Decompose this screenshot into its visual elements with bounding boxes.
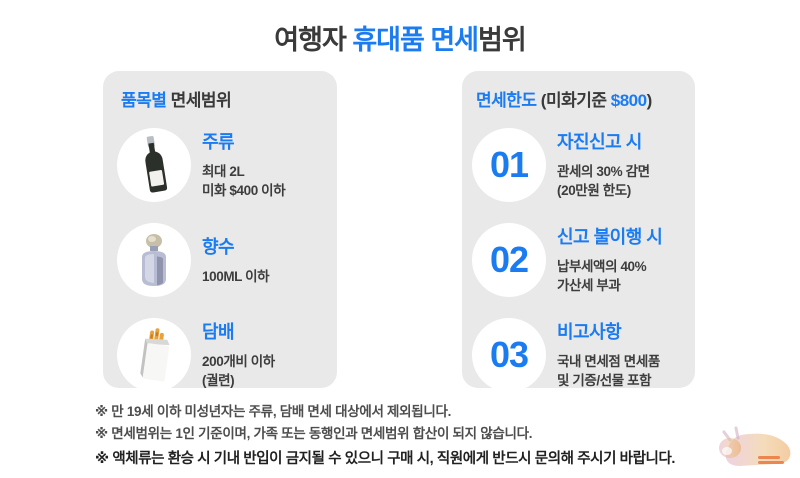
right-panel-heading: 면세한도 (미화기준 $800) (476, 86, 683, 111)
item-desc: 100ML 이하 (202, 268, 270, 287)
number-text: 03 (489, 333, 529, 375)
item-desc: 국내 면세점 면세품 및 기증/선물 포함 (557, 353, 660, 391)
item-text: 신고 불이행 시 납부세액의 40% 가산세 부과 (557, 223, 663, 296)
desc-line: 관세의 30% 감면 (557, 164, 650, 180)
item-text: 비고사항 국내 면세점 면세품 및 기증/선물 포함 (557, 318, 660, 391)
item-desc: 200개비 이하 (궐련) (202, 353, 275, 391)
desc-line: 200개비 이하 (202, 354, 275, 370)
right-heading-close: ) (646, 91, 653, 110)
left-panel-items: 품목별 면세범위 주류 최대 2L 미화 $400 이하 (103, 71, 337, 392)
list-item-remarks: 03 비고사항 국내 면세점 면세품 및 기증/선물 포함 (472, 307, 683, 402)
desc-line: 최대 2L (202, 164, 245, 180)
item-title: 주류 (202, 132, 235, 153)
desc-line: 납부세액의 40% (557, 259, 647, 275)
desc-line: (20만원 한도) (557, 183, 631, 198)
wine-bottle-icon (117, 127, 191, 202)
footnote-per-person: ※ 면세범위는 1인 기준이며, 가족 또는 동행인과 면세범위 합산이 되지 … (95, 425, 533, 441)
item-text: 담배 200개비 이하 (궐련) (202, 318, 275, 391)
item-desc: 최대 2L 미화 $400 이하 (202, 163, 286, 201)
right-heading-value: $800 (610, 91, 647, 110)
title-part1: 여행자 (274, 25, 353, 55)
right-panel-limits: 면세한도 (미화기준 $800) 01 자진신고 시 관세의 30% 감면 (2… (462, 71, 695, 392)
mascot-watermark-icon (706, 418, 794, 476)
item-title: 신고 불이행 시 (557, 227, 663, 248)
cigarette-pack-icon (117, 317, 191, 392)
right-heading-mid: (미화기준 (536, 91, 611, 110)
page-title: 여행자 휴대품 면세범위 (0, 18, 800, 57)
desc-line: (궐련) (202, 373, 235, 388)
item-title: 자진신고 시 (557, 132, 642, 153)
item-title: 담배 (202, 322, 235, 343)
desc-line: 100ML 이하 (202, 268, 270, 284)
title-highlight: 휴대품 면세 (352, 25, 479, 55)
number-text: 01 (489, 143, 529, 185)
desc-line: 및 기증/선물 포함 (557, 373, 652, 388)
footnote-liquids: ※ 액체류는 환승 시 기내 반입이 금지될 수 있으니 구매 시, 직원에게 … (95, 450, 676, 467)
number-badge-01: 01 (472, 127, 546, 202)
desc-line: 가산세 부과 (557, 278, 621, 293)
item-text: 주류 최대 2L 미화 $400 이하 (202, 128, 286, 201)
left-heading-highlight: 품목별 (121, 91, 167, 110)
title-part3: 범위 (478, 25, 527, 55)
right-heading-highlight: 면세한도 (476, 91, 537, 110)
list-item-self-report: 01 자진신고 시 관세의 30% 감면 (20만원 한도) (472, 117, 683, 212)
number-text: 02 (489, 238, 529, 280)
number-badge-03: 03 (472, 317, 546, 392)
item-desc: 납부세액의 40% 가산세 부과 (557, 258, 662, 296)
left-heading-rest: 면세범위 (166, 91, 232, 110)
item-title: 비고사항 (557, 322, 622, 343)
item-text: 자진신고 시 관세의 30% 감면 (20만원 한도) (557, 128, 650, 201)
left-panel-heading: 품목별 면세범위 (121, 86, 325, 111)
list-item-non-report: 02 신고 불이행 시 납부세액의 40% 가산세 부과 (472, 212, 683, 307)
list-item-perfume: 향수 100ML 이하 (117, 212, 325, 307)
list-item-alcohol: 주류 최대 2L 미화 $400 이하 (117, 117, 325, 212)
item-desc: 관세의 30% 감면 (20만원 한도) (557, 163, 650, 201)
item-text: 향수 100ML 이하 (202, 233, 270, 287)
desc-line: 미화 $400 이하 (202, 183, 286, 198)
footnotes: ※ 만 19세 이하 미성년자는 주류, 담배 면세 대상에서 제외됩니다. ※… (95, 401, 675, 471)
footnote-minors: ※ 만 19세 이하 미성년자는 주류, 담배 면세 대상에서 제외됩니다. (95, 404, 452, 419)
number-badge-02: 02 (472, 222, 546, 297)
item-title: 향수 (202, 236, 235, 257)
perfume-bottle-icon (117, 222, 191, 297)
list-item-tobacco: 담배 200개비 이하 (궐련) (117, 307, 325, 402)
desc-line: 국내 면세점 면세품 (557, 354, 660, 370)
